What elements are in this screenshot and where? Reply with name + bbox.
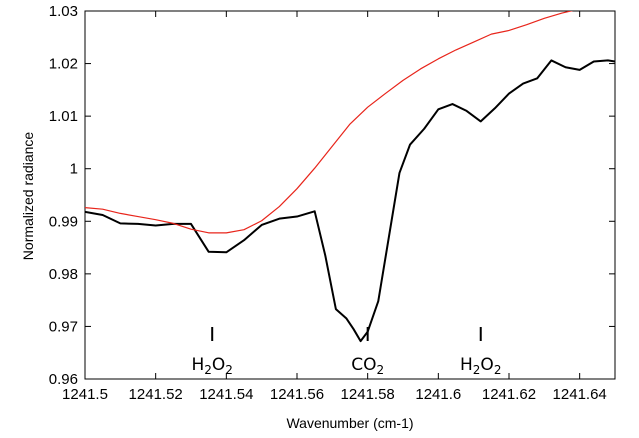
x-tick-label: 1241.56: [270, 386, 324, 403]
y-axis-label: Normalized radiance: [20, 132, 36, 261]
annotation-label: CO2: [351, 355, 384, 377]
x-axis-label: Wavenumber (cm-1): [286, 415, 413, 431]
x-tick-label: 1241.58: [341, 386, 395, 403]
x-tick-label: 1241.6: [415, 386, 461, 403]
y-tick-label: 0.98: [49, 266, 78, 283]
y-tick-label: 1.01: [49, 108, 78, 125]
x-tick-label: 1241.62: [482, 386, 536, 403]
y-tick-label: 1.03: [49, 3, 78, 20]
y-tick-label: 0.96: [49, 371, 78, 388]
x-tick-label: 1241.52: [129, 386, 183, 403]
x-tick-label: 1241.64: [553, 386, 607, 403]
x-tick-label: 1241.5: [62, 386, 108, 403]
y-axis: 0.96 0.97 0.98 0.99 1 1.01 1.02 1.03: [49, 3, 615, 388]
y-tick-label: 1.02: [49, 56, 78, 73]
y-tick-label: 1: [70, 161, 78, 178]
annotation-label: H2O2: [191, 355, 232, 377]
x-tick-label: 1241.54: [199, 386, 253, 403]
series-line-model: [85, 11, 574, 234]
y-tick-label: 0.97: [49, 318, 78, 335]
annotation-label: H2O2: [460, 355, 501, 377]
plot-frame: [84, 10, 616, 380]
series-line-observed: [85, 59, 615, 343]
y-tick-label: 0.99: [49, 213, 78, 230]
x-axis: 1241.5 1241.52 1241.54 1241.56 1241.58 1241.6…: [62, 11, 607, 403]
annotations: H2O2 CO2 H2O2: [191, 327, 501, 377]
